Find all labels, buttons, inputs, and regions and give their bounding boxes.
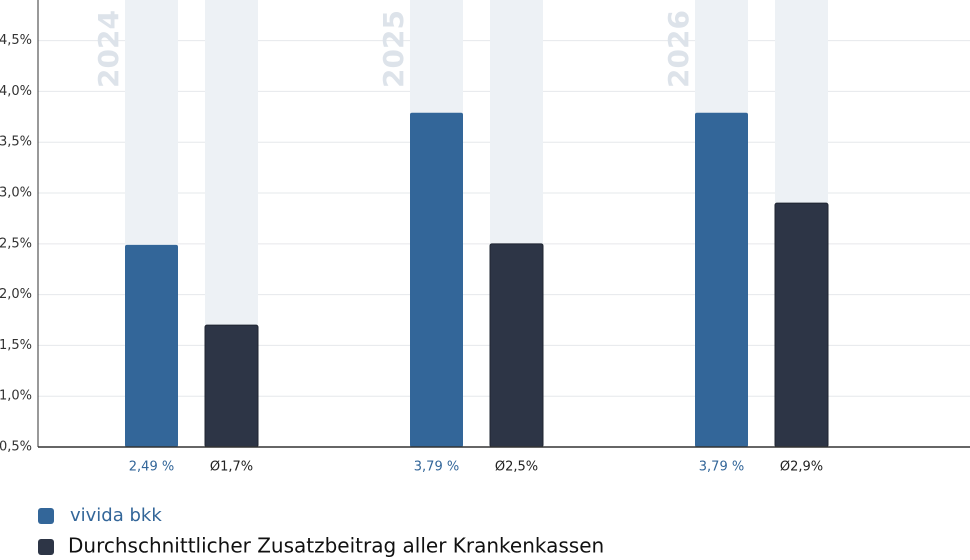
legend-label: vivida bkk <box>70 505 162 526</box>
value-label: Ø2,5% <box>495 460 538 475</box>
value-label: Ø2,9% <box>780 460 823 475</box>
legend-swatch <box>38 508 54 524</box>
value-label: 3,79 % <box>699 460 744 475</box>
category-label: 2024 <box>92 10 125 88</box>
category-label: 2025 <box>377 10 410 88</box>
bar <box>489 243 544 448</box>
y-tick-label: 4,5% <box>0 33 32 48</box>
bar <box>774 202 829 448</box>
bar <box>695 112 748 448</box>
y-tick-label: 0,5% <box>0 440 32 455</box>
legend-swatch <box>38 539 54 555</box>
y-tick-label: 3,5% <box>0 135 32 150</box>
bar <box>204 324 259 448</box>
y-tick-label: 4,0% <box>0 84 32 99</box>
y-tick-label: 2,0% <box>0 287 32 302</box>
legend-label: Durchschnittlicher Zusatzbeitrag aller K… <box>68 534 604 558</box>
y-tick-label: 1,0% <box>0 389 32 404</box>
value-label: Ø1,7% <box>210 460 253 475</box>
y-tick-label: 2,5% <box>0 236 32 251</box>
category-label: 2026 <box>662 10 695 88</box>
bar <box>410 112 463 448</box>
bar <box>125 244 178 447</box>
value-label: 2,49 % <box>129 460 174 475</box>
value-label: 3,79 % <box>414 460 459 475</box>
y-tick-label: 3,0% <box>0 186 32 201</box>
y-tick-label: 1,5% <box>0 338 32 353</box>
